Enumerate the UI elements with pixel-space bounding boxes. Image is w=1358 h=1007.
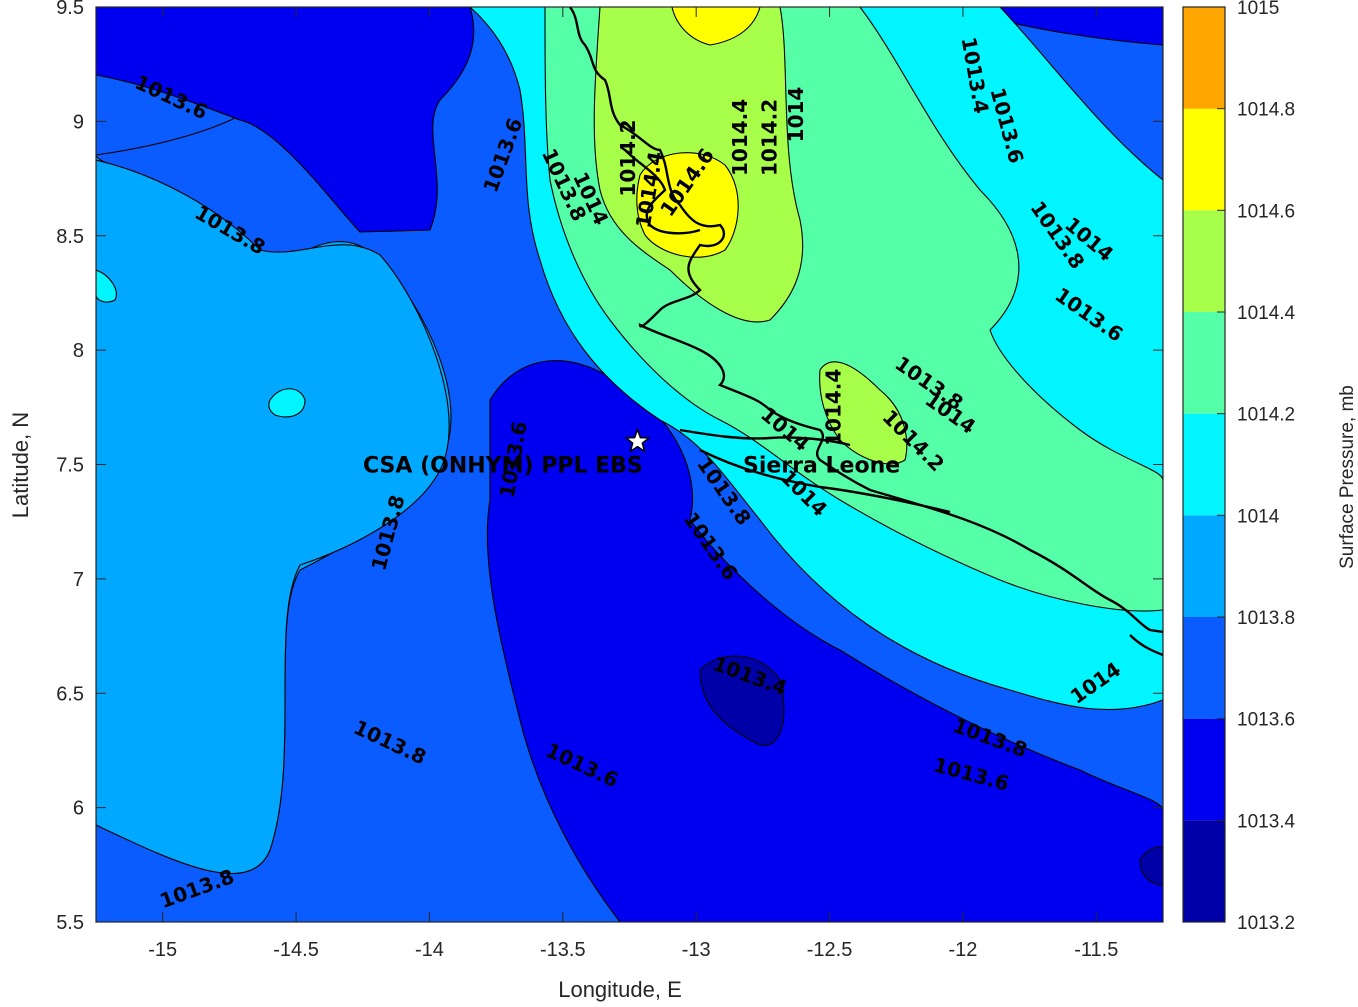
- y-tick-label: 9.5: [56, 0, 84, 19]
- contour-fills: [96, 7, 1163, 922]
- y-tick-label: 8.5: [56, 226, 84, 248]
- colorbar-swatch: [1183, 515, 1225, 617]
- y-tick-label: 6: [73, 798, 84, 820]
- y-tick-label: 9: [73, 111, 84, 133]
- colorbar: 1013.2 1013.4 1013.6 1013.8 1014 1014.2 1014.4…: [1182, 0, 1296, 934]
- colorbar-label: Surface Pressure, mb: [1337, 385, 1358, 569]
- colorbar-tick-label: 1013.6: [1237, 710, 1295, 731]
- y-tick-label: 8: [73, 340, 84, 362]
- colorbar-frame: [1182, 6, 1226, 923]
- x-tick-label: -13.5: [540, 939, 586, 961]
- contour-label: 1014.4: [728, 99, 752, 176]
- colorbar-tick-label: 1014.4: [1237, 303, 1296, 324]
- colorbar-swatch: [1183, 7, 1225, 109]
- star-icon: [624, 427, 651, 454]
- y-tick-label: 7: [73, 569, 84, 591]
- colorbar-tick-label: 1014.6: [1237, 201, 1295, 222]
- site-label: CSA (ONHYM) PPL EBS: [363, 454, 643, 479]
- colorbar-swatch: [1183, 718, 1225, 821]
- y-tick-label: 5.5: [56, 912, 84, 934]
- x-axis-label: Longitude, E: [558, 977, 682, 1002]
- colorbar-swatch: [1183, 820, 1225, 922]
- x-axis-ticks: -15 -14.5 -14 -13.5 -13 -12.5 -12 -11.5: [148, 7, 1118, 961]
- colorbar-tick-label: 1013.2: [1237, 913, 1295, 934]
- x-tick-label: -14: [415, 939, 444, 961]
- colorbar-swatch: [1183, 108, 1225, 211]
- colorbar-swatch: [1183, 312, 1225, 414]
- x-tick-label: -14.5: [273, 939, 319, 961]
- contour-label: 1014.4: [821, 369, 845, 446]
- site-marker-group: CSA (ONHYM) PPL EBS Sierra Leone: [363, 427, 900, 479]
- y-tick-label: 7.5: [56, 455, 84, 477]
- colorbar-tick-label: 1014: [1237, 506, 1280, 527]
- coastline: [569, 7, 1163, 657]
- y-axis-label: Latitude, N: [8, 412, 33, 518]
- x-tick-label: -12.5: [807, 939, 853, 961]
- colorbar-tick-label: 1013.8: [1237, 608, 1295, 629]
- colorbar-tick-label: 1014.8: [1237, 100, 1295, 121]
- contour-label: 1014.2: [757, 99, 781, 176]
- y-tick-label: 6.5: [56, 683, 84, 705]
- colorbar-swatch: [1183, 617, 1225, 719]
- colorbar-swatch: [1183, 210, 1225, 312]
- country-label: Sierra Leone: [743, 454, 900, 479]
- contour-label: 1014.2: [616, 119, 640, 196]
- contour-label: 1014: [784, 87, 808, 143]
- y-axis-ticks: 5.5 6 6.5 7 7.5 8 8.5 9 9.5: [56, 0, 1163, 934]
- map-plot-area: [96, 7, 1163, 922]
- x-tick-label: -11.5: [1074, 939, 1118, 961]
- x-tick-label: -13: [682, 939, 711, 961]
- colorbar-swatch: [1183, 413, 1225, 516]
- x-tick-label: -12: [948, 939, 977, 961]
- colorbar-tick-label: 1014.2: [1237, 405, 1295, 426]
- x-tick-label: -15: [148, 939, 177, 961]
- colorbar-tick-label: 1015: [1237, 0, 1279, 19]
- colorbar-tick-label: 1013.4: [1237, 811, 1296, 832]
